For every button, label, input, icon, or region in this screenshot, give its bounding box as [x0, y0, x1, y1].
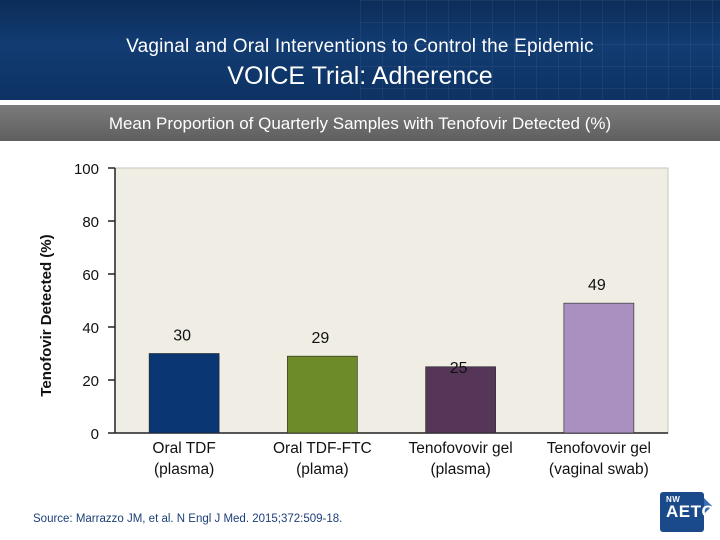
bar-value-label: 49 — [588, 277, 606, 294]
x-category-label: (plasma) — [154, 461, 214, 478]
x-category-label: Tenofovovir gel — [408, 440, 512, 457]
bar — [148, 353, 220, 434]
y-tick-label: 0 — [91, 426, 99, 443]
y-tick-label: 20 — [82, 373, 99, 390]
y-tick-label: 40 — [82, 320, 99, 337]
y-tick-label: 100 — [74, 161, 99, 178]
title-banner: Vaginal and Oral Interventions to Contro… — [0, 0, 720, 100]
x-category-label: Oral TDF-FTC — [273, 440, 372, 457]
x-category-label: (vaginal swab) — [549, 461, 649, 478]
bar — [425, 366, 496, 434]
bar — [563, 302, 635, 434]
chart-title-bar: Mean Proportion of Quarterly Samples wit… — [0, 105, 720, 141]
slide-title: Vaginal and Oral Interventions to Contro… — [126, 36, 594, 57]
bar-value-label: 25 — [450, 360, 468, 377]
x-category-label: Oral TDF — [152, 440, 215, 457]
banner-grid-pattern — [360, 0, 720, 100]
chart-title: Mean Proportion of Quarterly Samples wit… — [108, 114, 612, 133]
source-citation: Source: Marrazzo JM, et al. N Engl J Med… — [33, 513, 343, 525]
x-category-label: (plama) — [296, 461, 349, 478]
logo-badge — [660, 492, 704, 532]
aetc-logo — [660, 492, 712, 532]
y-tick-label: 60 — [82, 267, 99, 284]
y-axis-title: Tenofovir Detected (%) — [38, 234, 55, 396]
x-category-label: (plasma) — [430, 461, 490, 478]
logo-arrow — [704, 498, 712, 514]
slide-subtitle: VOICE Trial: Adherence — [227, 62, 493, 90]
x-category-label: Tenofovovir gel — [547, 440, 651, 457]
bar — [287, 355, 358, 434]
bar-value-label: 30 — [173, 328, 191, 345]
y-tick-label: 80 — [82, 214, 99, 231]
bar-value-label: 29 — [311, 330, 329, 347]
